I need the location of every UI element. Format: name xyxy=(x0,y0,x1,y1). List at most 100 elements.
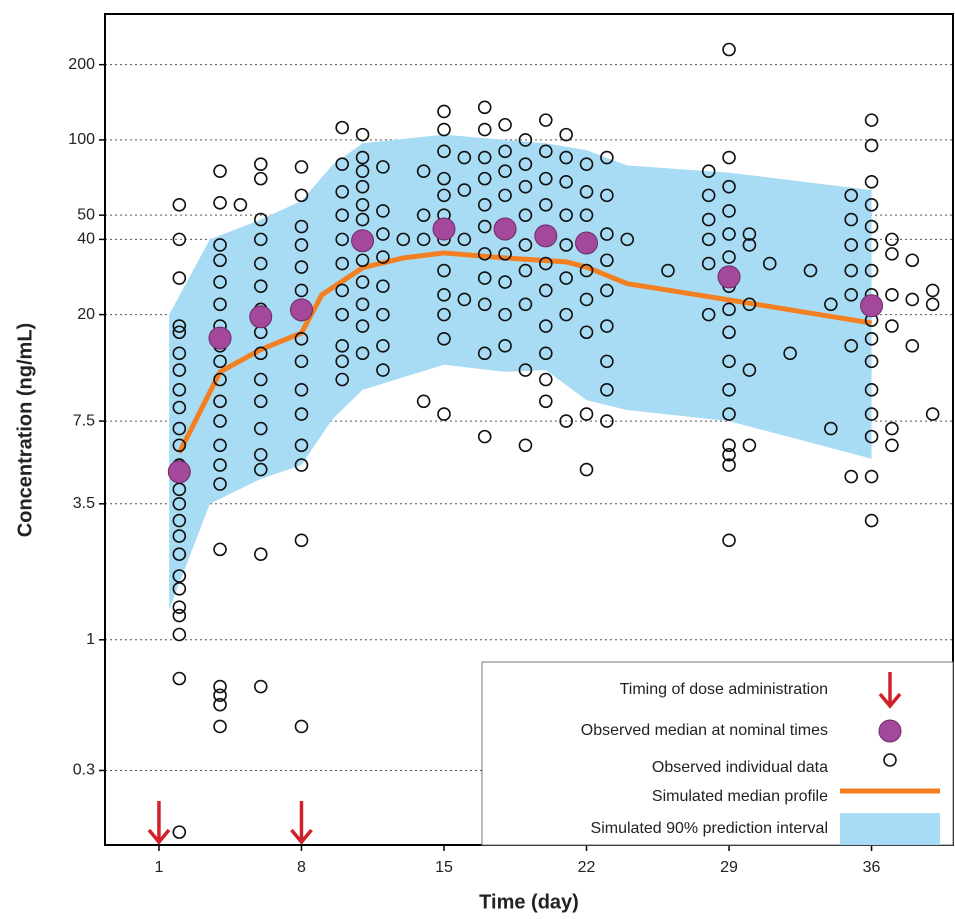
data-point xyxy=(477,171,492,186)
data-point xyxy=(253,279,268,293)
data-point xyxy=(600,188,614,203)
data-point xyxy=(253,394,268,409)
data-point xyxy=(538,319,553,333)
data-point xyxy=(498,247,512,261)
data-point xyxy=(518,133,533,147)
data-point xyxy=(355,253,370,268)
median-point xyxy=(289,298,313,322)
data-point xyxy=(355,164,370,178)
data-point xyxy=(722,250,736,264)
data-point xyxy=(172,232,187,247)
data-point xyxy=(213,697,227,712)
x-axis-title: Time (day) xyxy=(479,891,579,913)
data-point xyxy=(294,219,309,234)
data-point xyxy=(396,232,411,247)
data-point xyxy=(803,263,818,278)
data-point xyxy=(172,547,187,562)
data-point xyxy=(253,372,268,387)
x-tick-label: 15 xyxy=(435,859,453,876)
data-point xyxy=(844,263,858,278)
data-point xyxy=(294,383,309,397)
data-point xyxy=(335,185,349,199)
dose-arrow xyxy=(878,672,902,709)
legend-swatch xyxy=(878,719,902,743)
data-point xyxy=(335,339,349,353)
data-point xyxy=(498,144,512,159)
data-point xyxy=(538,171,553,186)
data-point xyxy=(355,275,370,289)
data-point xyxy=(600,319,614,333)
data-point xyxy=(722,383,736,397)
data-point xyxy=(864,407,879,421)
data-point xyxy=(600,150,614,165)
data-point xyxy=(559,150,573,165)
arrow-head xyxy=(147,828,171,845)
data-point xyxy=(213,438,227,453)
data-point xyxy=(416,394,431,409)
data-point xyxy=(701,188,716,203)
median-point xyxy=(208,326,232,350)
data-point xyxy=(477,219,492,234)
data-point xyxy=(518,157,533,171)
data-point xyxy=(477,429,492,444)
median-point xyxy=(351,229,375,253)
data-point xyxy=(579,208,594,222)
y-tick-label: 200 xyxy=(68,56,95,73)
y-tick-label: 0.3 xyxy=(73,762,95,779)
data-point xyxy=(213,688,227,703)
data-point xyxy=(477,122,492,137)
data-point xyxy=(864,513,879,528)
data-point xyxy=(701,232,716,247)
data-point xyxy=(742,227,757,241)
data-point xyxy=(213,297,227,312)
data-point xyxy=(579,157,594,171)
x-tick-label: 22 xyxy=(578,859,596,876)
data-point xyxy=(722,204,736,218)
data-point xyxy=(294,407,309,421)
legend-label: Observed median at nominal times xyxy=(581,722,828,739)
data-point xyxy=(661,263,675,278)
data-point xyxy=(722,533,736,548)
data-point xyxy=(498,339,512,353)
data-point xyxy=(742,438,757,453)
data-point xyxy=(172,825,187,839)
data-point xyxy=(559,414,573,428)
data-point xyxy=(213,238,227,252)
data-point xyxy=(335,354,349,369)
y-tick-label: 3.5 xyxy=(73,495,95,512)
data-point xyxy=(172,627,187,642)
data-point xyxy=(925,407,940,421)
arrow-head xyxy=(878,692,902,709)
data-point xyxy=(518,297,533,312)
data-point xyxy=(600,227,614,241)
data-point xyxy=(864,198,879,212)
data-point xyxy=(335,283,349,298)
data-point xyxy=(335,208,349,222)
data-point xyxy=(498,188,512,203)
x-tick-label: 29 xyxy=(720,859,738,876)
data-point xyxy=(437,171,451,186)
data-point xyxy=(294,188,309,203)
data-point xyxy=(477,346,492,361)
data-point xyxy=(213,275,227,289)
y-tick-label: 1 xyxy=(86,631,95,648)
y-tick-label: 20 xyxy=(77,306,95,323)
data-point xyxy=(538,394,553,409)
data-point xyxy=(172,325,187,340)
data-point xyxy=(213,164,227,178)
data-point xyxy=(762,256,777,271)
data-point xyxy=(477,198,492,212)
data-point xyxy=(722,354,736,369)
y-tick-label: 7.5 xyxy=(73,412,95,429)
data-point xyxy=(885,247,899,261)
data-point xyxy=(579,325,594,340)
data-point xyxy=(294,260,309,274)
data-point xyxy=(213,477,227,491)
data-point xyxy=(253,171,268,186)
median-point xyxy=(575,231,599,255)
data-point xyxy=(253,157,268,171)
data-point xyxy=(864,263,879,278)
x-tick-label: 1 xyxy=(155,859,164,876)
data-point xyxy=(864,113,879,127)
data-point xyxy=(620,232,635,247)
